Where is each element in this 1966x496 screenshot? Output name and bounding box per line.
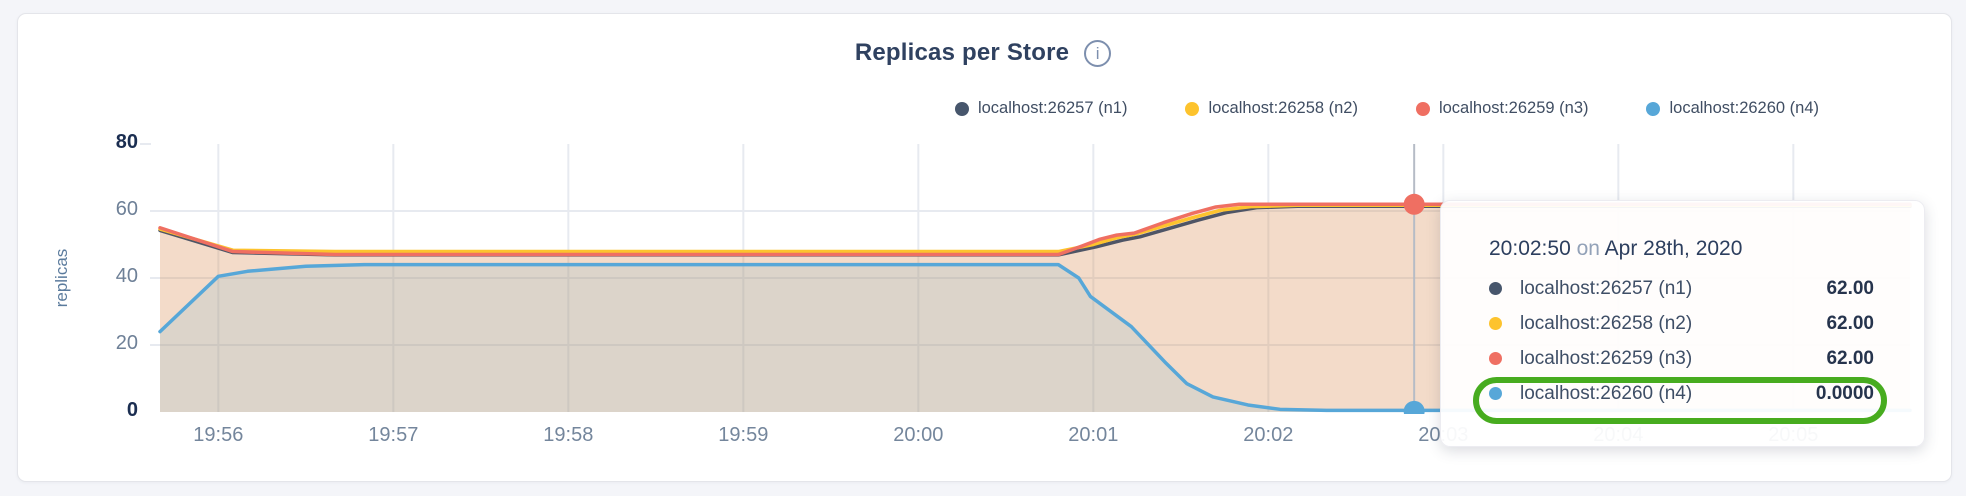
series-dot-n2 (1489, 317, 1502, 330)
legend-dot-n2 (1185, 101, 1200, 116)
legend-dot-n4 (1646, 101, 1661, 116)
legend: localhost:26257 (n1) localhost:26258 (n2… (954, 99, 1819, 118)
y-tick-label: 20 (115, 332, 138, 354)
tooltip-row-n1: localhost:26257 (n1) 62.00 (1489, 271, 1894, 306)
hover-marker (1403, 400, 1425, 414)
legend-dot-n3 (1415, 101, 1430, 116)
y-tick-label: 80 (115, 131, 138, 153)
y-tick-label: 40 (115, 265, 138, 287)
chart-title: Replicas per Store (854, 39, 1070, 66)
legend-label-n2: localhost:26258 (n2) (1208, 99, 1358, 117)
tooltip-series-value: 62.00 (1826, 347, 1874, 369)
series-dot-n4 (1489, 387, 1502, 400)
tooltip-row-n2: localhost:26258 (n2) 62.00 (1489, 306, 1894, 341)
tooltip-row-n4: localhost:26260 (n4) 0.0000 (1489, 376, 1894, 411)
y-tick-label: 0 (126, 399, 138, 421)
hover-marker (1403, 193, 1425, 215)
legend-item-n3[interactable]: localhost:26259 (n3) (1415, 99, 1589, 118)
legend-item-n4[interactable]: localhost:26260 (n4) (1646, 99, 1819, 118)
tooltip-row-n3: localhost:26259 (n3) 62.00 (1489, 341, 1894, 376)
chart-tooltip: 20:02:50 on Apr 28th, 2020 localhost:262… (1440, 200, 1925, 447)
tooltip-series-label: localhost:26257 (n1) (1520, 277, 1693, 299)
tooltip-series-label: localhost:26258 (n2) (1520, 312, 1693, 334)
x-tick-label: 19:58 (543, 424, 594, 446)
tooltip-series-value: 0.0000 (1815, 382, 1874, 404)
x-tick-label: 19:57 (368, 424, 419, 446)
tooltip-time: 20:02:50 (1489, 237, 1571, 260)
legend-label-n3: localhost:26259 (n3) (1438, 99, 1589, 117)
x-tick-label: 19:59 (718, 424, 769, 446)
chart-header: Replicas per Store i (0, 36, 1966, 70)
tooltip-connector: on (1576, 237, 1600, 260)
legend-label-n1: localhost:26257 (n1) (977, 99, 1128, 117)
x-tick-label: 20:02 (1243, 424, 1294, 446)
legend-item-n2[interactable]: localhost:26258 (n2) (1185, 99, 1358, 118)
series-line (158, 262, 1912, 413)
tooltip-timestamp: 20:02:50 on Apr 28th, 2020 (1489, 237, 1894, 261)
tooltip-series-value: 62.00 (1826, 312, 1874, 334)
series-line (158, 202, 1912, 257)
info-icon[interactable]: i (1084, 39, 1112, 67)
area-fill (160, 264, 1910, 412)
tooltip-series-label: localhost:26259 (n3) (1520, 347, 1693, 369)
tooltip-series-label: localhost:26260 (n4) (1520, 382, 1693, 404)
legend-item-n1[interactable]: localhost:26257 (n1) (954, 99, 1128, 118)
x-tick-label: 20:01 (1068, 424, 1119, 446)
tooltip-series-value: 62.00 (1826, 277, 1874, 299)
y-tick-label: 60 (115, 198, 138, 220)
series-dot-n3 (1489, 352, 1502, 365)
tooltip-date: Apr 28th, 2020 (1604, 237, 1743, 260)
x-tick-label: 20:00 (893, 424, 944, 446)
legend-label-n4: localhost:26260 (n4) (1669, 99, 1819, 117)
series-dot-n1 (1489, 282, 1502, 295)
legend-dot-n1 (954, 101, 969, 116)
x-tick-label: 19:56 (193, 424, 244, 446)
